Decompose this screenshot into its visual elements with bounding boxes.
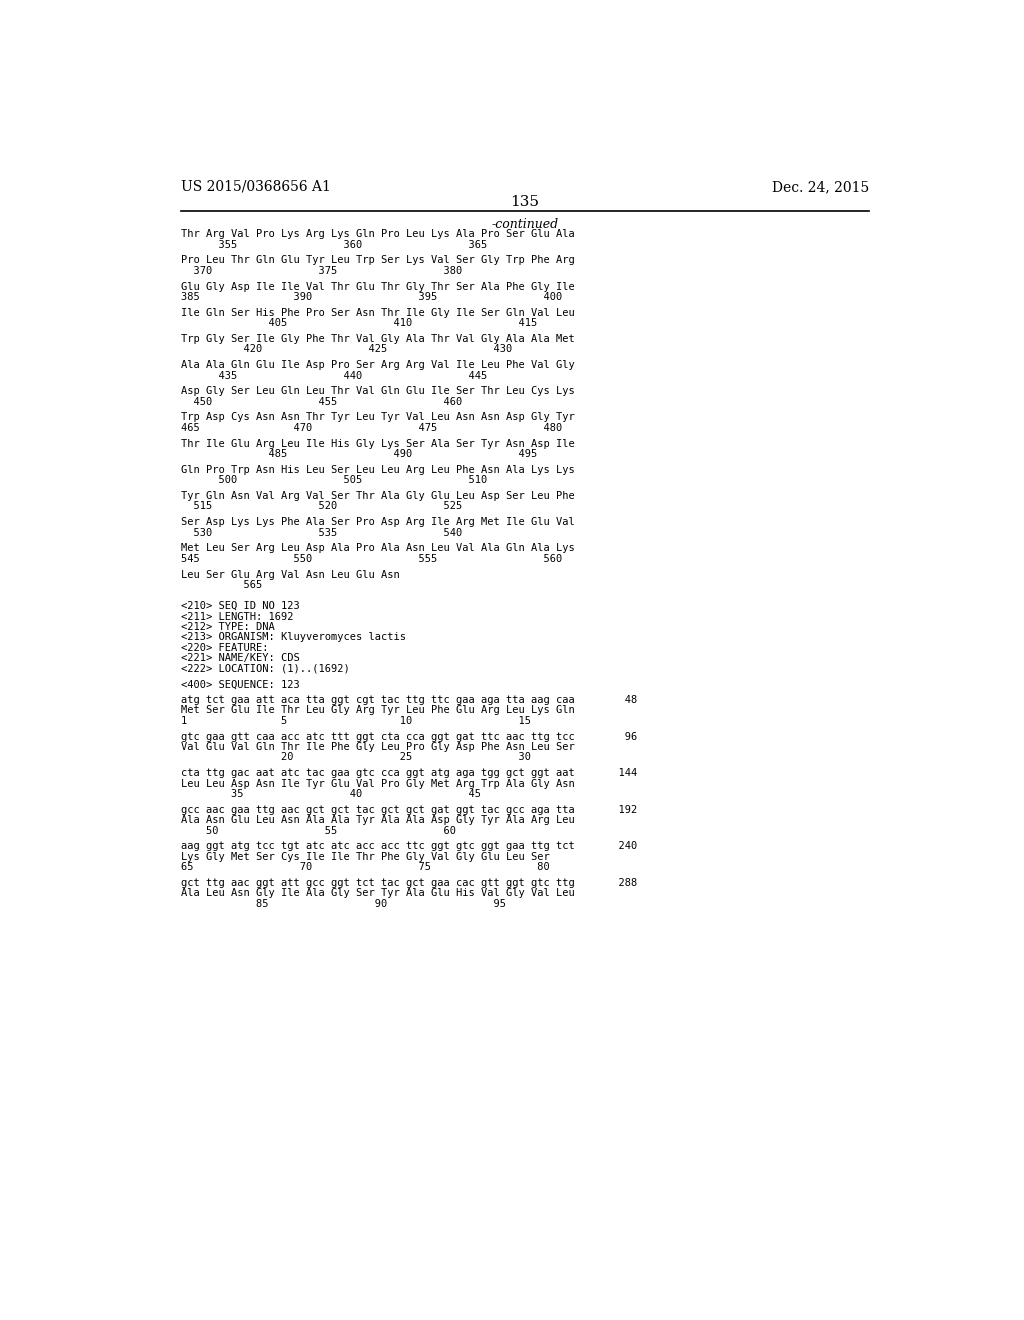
Text: <210> SEQ ID NO 123: <210> SEQ ID NO 123 xyxy=(180,601,299,611)
Text: 50                 55                 60: 50 55 60 xyxy=(180,825,456,836)
Text: Ala Ala Gln Glu Ile Asp Pro Ser Arg Arg Val Ile Leu Phe Val Gly: Ala Ala Gln Glu Ile Asp Pro Ser Arg Arg … xyxy=(180,360,574,370)
Text: Ser Asp Lys Lys Phe Ala Ser Pro Asp Arg Ile Arg Met Ile Glu Val: Ser Asp Lys Lys Phe Ala Ser Pro Asp Arg … xyxy=(180,517,574,527)
Text: 385               390                 395                 400: 385 390 395 400 xyxy=(180,292,562,302)
Text: Tyr Gln Asn Val Arg Val Ser Thr Ala Gly Glu Leu Asp Ser Leu Phe: Tyr Gln Asn Val Arg Val Ser Thr Ala Gly … xyxy=(180,491,574,502)
Text: 355                 360                 365: 355 360 365 xyxy=(180,240,487,249)
Text: Ala Leu Asn Gly Ile Ala Gly Ser Tyr Ala Glu His Val Gly Val Leu: Ala Leu Asn Gly Ile Ala Gly Ser Tyr Ala … xyxy=(180,888,574,899)
Text: Trp Asp Cys Asn Asn Thr Tyr Leu Tyr Val Leu Asn Asn Asp Gly Tyr: Trp Asp Cys Asn Asn Thr Tyr Leu Tyr Val … xyxy=(180,412,574,422)
Text: cta ttg gac aat atc tac gaa gtc cca ggt atg aga tgg gct ggt aat       144: cta ttg gac aat atc tac gaa gtc cca ggt … xyxy=(180,768,637,779)
Text: 20                 25                 30: 20 25 30 xyxy=(180,752,530,763)
Text: Met Leu Ser Arg Leu Asp Ala Pro Ala Asn Leu Val Ala Gln Ala Lys: Met Leu Ser Arg Leu Asp Ala Pro Ala Asn … xyxy=(180,544,574,553)
Text: Trp Gly Ser Ile Gly Phe Thr Val Gly Ala Thr Val Gly Ala Ala Met: Trp Gly Ser Ile Gly Phe Thr Val Gly Ala … xyxy=(180,334,574,345)
Text: 565: 565 xyxy=(180,579,262,590)
Text: atg tct gaa att aca tta ggt cgt tac ttg ttc gaa aga tta aag caa        48: atg tct gaa att aca tta ggt cgt tac ttg … xyxy=(180,696,637,705)
Text: Gln Pro Trp Asn His Leu Ser Leu Leu Arg Leu Phe Asn Ala Lys Lys: Gln Pro Trp Asn His Leu Ser Leu Leu Arg … xyxy=(180,465,574,475)
Text: Leu Leu Asp Asn Ile Tyr Glu Val Pro Gly Met Arg Trp Ala Gly Asn: Leu Leu Asp Asn Ile Tyr Glu Val Pro Gly … xyxy=(180,779,574,788)
Text: 65                 70                 75                 80: 65 70 75 80 xyxy=(180,862,550,873)
Text: <221> NAME/KEY: CDS: <221> NAME/KEY: CDS xyxy=(180,653,299,663)
Text: 405                 410                 415: 405 410 415 xyxy=(180,318,537,329)
Text: 135: 135 xyxy=(510,195,540,210)
Text: Asp Gly Ser Leu Gln Leu Thr Val Gln Glu Ile Ser Thr Leu Cys Lys: Asp Gly Ser Leu Gln Leu Thr Val Gln Glu … xyxy=(180,387,574,396)
Text: 85                 90                 95: 85 90 95 xyxy=(180,899,506,908)
Text: 515                 520                 525: 515 520 525 xyxy=(180,502,462,511)
Text: Ala Asn Glu Leu Asn Ala Ala Tyr Ala Ala Asp Gly Tyr Ala Arg Leu: Ala Asn Glu Leu Asn Ala Ala Tyr Ala Ala … xyxy=(180,816,574,825)
Text: <222> LOCATION: (1)..(1692): <222> LOCATION: (1)..(1692) xyxy=(180,664,349,673)
Text: gcc aac gaa ttg aac gct gct tac gct gct gat ggt tac gcc aga tta       192: gcc aac gaa ttg aac gct gct tac gct gct … xyxy=(180,805,637,814)
Text: US 2015/0368656 A1: US 2015/0368656 A1 xyxy=(180,180,331,194)
Text: 485                 490                 495: 485 490 495 xyxy=(180,449,537,459)
Text: <213> ORGANISM: Kluyveromyces lactis: <213> ORGANISM: Kluyveromyces lactis xyxy=(180,632,406,643)
Text: Glu Gly Asp Ile Ile Val Thr Glu Thr Gly Thr Ser Ala Phe Gly Ile: Glu Gly Asp Ile Ile Val Thr Glu Thr Gly … xyxy=(180,281,574,292)
Text: Ile Gln Ser His Phe Pro Ser Asn Thr Ile Gly Ile Ser Gln Val Leu: Ile Gln Ser His Phe Pro Ser Asn Thr Ile … xyxy=(180,308,574,318)
Text: <220> FEATURE:: <220> FEATURE: xyxy=(180,643,268,652)
Text: Val Glu Val Gln Thr Ile Phe Gly Leu Pro Gly Asp Phe Asn Leu Ser: Val Glu Val Gln Thr Ile Phe Gly Leu Pro … xyxy=(180,742,574,752)
Text: gtc gaa gtt caa acc atc ttt ggt cta cca ggt gat ttc aac ttg tcc        96: gtc gaa gtt caa acc atc ttt ggt cta cca … xyxy=(180,731,637,742)
Text: Pro Leu Thr Gln Glu Tyr Leu Trp Ser Lys Val Ser Gly Trp Phe Arg: Pro Leu Thr Gln Glu Tyr Leu Trp Ser Lys … xyxy=(180,256,574,265)
Text: 35                 40                 45: 35 40 45 xyxy=(180,789,480,799)
Text: 465               470                 475                 480: 465 470 475 480 xyxy=(180,422,562,433)
Text: <211> LENGTH: 1692: <211> LENGTH: 1692 xyxy=(180,611,293,622)
Text: 530                 535                 540: 530 535 540 xyxy=(180,528,462,537)
Text: 450                 455                 460: 450 455 460 xyxy=(180,397,462,407)
Text: gct ttg aac ggt att gcc ggt tct tac gct gaa cac gtt ggt gtc ttg       288: gct ttg aac ggt att gcc ggt tct tac gct … xyxy=(180,878,637,888)
Text: 370                 375                 380: 370 375 380 xyxy=(180,265,462,276)
Text: <400> SEQUENCE: 123: <400> SEQUENCE: 123 xyxy=(180,680,299,689)
Text: Lys Gly Met Ser Cys Ile Ile Thr Phe Gly Val Gly Glu Leu Ser: Lys Gly Met Ser Cys Ile Ile Thr Phe Gly … xyxy=(180,851,550,862)
Text: Dec. 24, 2015: Dec. 24, 2015 xyxy=(772,180,869,194)
Text: 1               5                  10                 15: 1 5 10 15 xyxy=(180,715,530,726)
Text: 420                 425                 430: 420 425 430 xyxy=(180,345,512,354)
Text: Leu Ser Glu Arg Val Asn Leu Glu Asn: Leu Ser Glu Arg Val Asn Leu Glu Asn xyxy=(180,570,399,579)
Text: 545               550                 555                 560: 545 550 555 560 xyxy=(180,554,562,564)
Text: Thr Ile Glu Arg Leu Ile His Gly Lys Ser Ala Ser Tyr Asn Asp Ile: Thr Ile Glu Arg Leu Ile His Gly Lys Ser … xyxy=(180,438,574,449)
Text: <212> TYPE: DNA: <212> TYPE: DNA xyxy=(180,622,274,632)
Text: aag ggt atg tcc tgt atc atc acc acc ttc ggt gtc ggt gaa ttg tct       240: aag ggt atg tcc tgt atc atc acc acc ttc … xyxy=(180,841,637,851)
Text: Thr Arg Val Pro Lys Arg Lys Gln Pro Leu Lys Ala Pro Ser Glu Ala: Thr Arg Val Pro Lys Arg Lys Gln Pro Leu … xyxy=(180,230,574,239)
Text: 500                 505                 510: 500 505 510 xyxy=(180,475,487,486)
Text: 435                 440                 445: 435 440 445 xyxy=(180,371,487,380)
Text: Met Ser Glu Ile Thr Leu Gly Arg Tyr Leu Phe Glu Arg Leu Lys Gln: Met Ser Glu Ile Thr Leu Gly Arg Tyr Leu … xyxy=(180,705,574,715)
Text: -continued: -continued xyxy=(492,218,558,231)
